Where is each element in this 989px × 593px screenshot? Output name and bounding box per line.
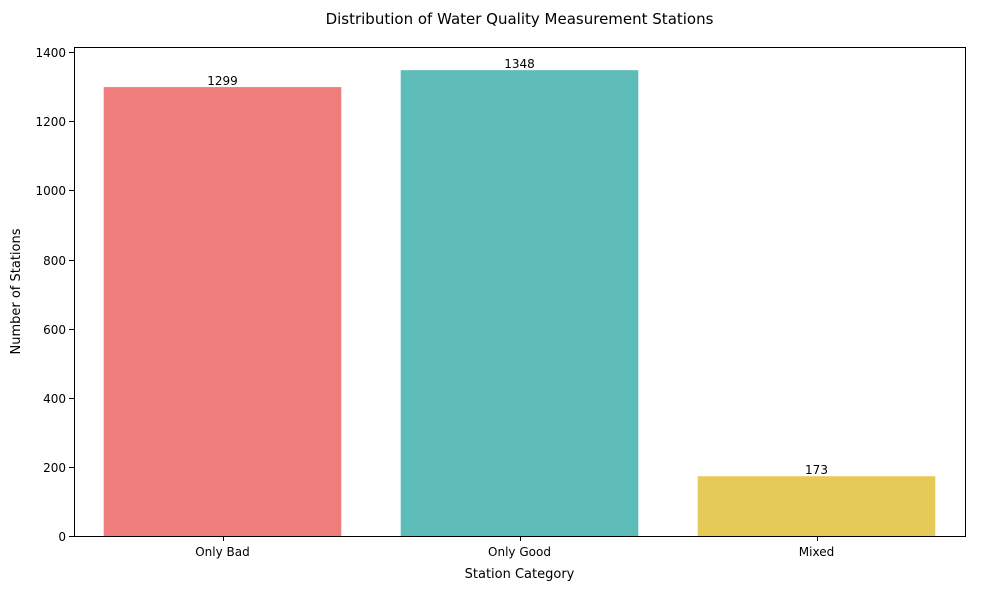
y-axis: 0 200 400 600 800 1000 1200 1400 [35,46,74,544]
data-label: 1299 [207,74,238,88]
data-label: 1348 [504,57,535,71]
y-tick-label: 1400 [35,46,66,60]
x-tick-label: Only Good [488,545,551,559]
y-tick-label: 600 [43,323,66,337]
data-label: 173 [805,463,828,477]
bars [103,70,936,537]
x-tick-label: Mixed [799,545,834,559]
y-tick-label: 0 [58,530,66,544]
x-tick-label: Only Bad [195,545,250,559]
y-tick-label: 1000 [35,184,66,198]
bar-mixed [697,476,936,536]
y-axis-title: Number of Stations [9,228,24,354]
bar-only-bad [103,87,342,536]
x-axis-title: Station Category [465,567,575,582]
x-axis: Only Bad Only Good Mixed [195,536,834,559]
plot-frame [74,47,966,537]
y-tick-label: 200 [43,461,66,475]
y-tick-label: 400 [43,392,66,406]
bar-only-good [400,70,639,537]
chart-title: Distribution of Water Quality Measuremen… [326,10,714,28]
y-tick-label: 800 [43,254,66,268]
data-labels: 1299 1348 173 [207,57,828,477]
y-tick-label: 1200 [35,115,66,129]
